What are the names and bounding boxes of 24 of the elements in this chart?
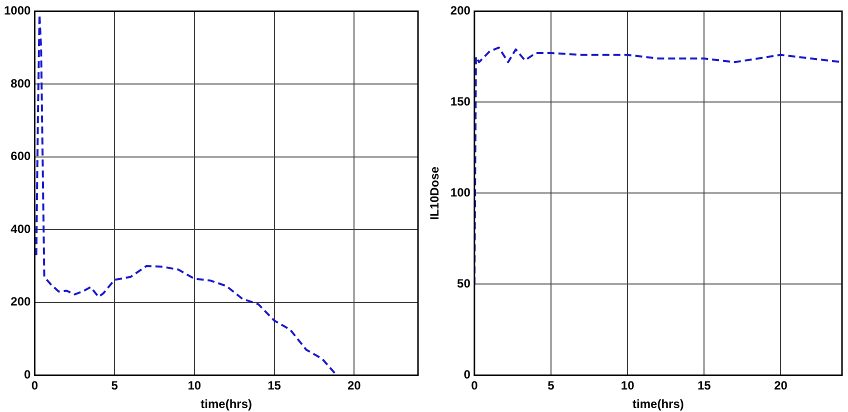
y-tick-label: 0 xyxy=(24,368,32,382)
y-tick-label: 150 xyxy=(450,94,471,109)
x-tick-label: 5 xyxy=(548,378,555,393)
y-axis-title: IL10Dose xyxy=(428,166,442,220)
y-tick-label: 1000 xyxy=(4,4,32,18)
y-tick-label: 100 xyxy=(450,186,471,200)
x-tick-label: 15 xyxy=(268,378,282,393)
y-tick-label: 50 xyxy=(457,276,471,291)
line-series xyxy=(474,46,842,286)
line-series xyxy=(35,14,338,376)
x-tick-label: 20 xyxy=(774,378,788,393)
x-tick-label: 10 xyxy=(188,378,202,393)
y-tick-label: 400 xyxy=(10,222,32,236)
y-tick-label: 600 xyxy=(10,149,32,164)
y-tick-label: 800 xyxy=(10,76,32,90)
x-tick-label: 5 xyxy=(111,378,118,393)
y-tick-label: 0 xyxy=(464,368,471,382)
x-tick-label: 20 xyxy=(347,378,362,393)
x-axis-title: time(hrs) xyxy=(632,397,684,412)
y-tick-label: 200 xyxy=(450,4,471,18)
x-tick-label: 15 xyxy=(697,378,712,393)
x-axis-title: time(hrs) xyxy=(200,397,252,412)
x-tick-label: 10 xyxy=(620,378,635,393)
y-tick-label: 200 xyxy=(10,294,32,309)
